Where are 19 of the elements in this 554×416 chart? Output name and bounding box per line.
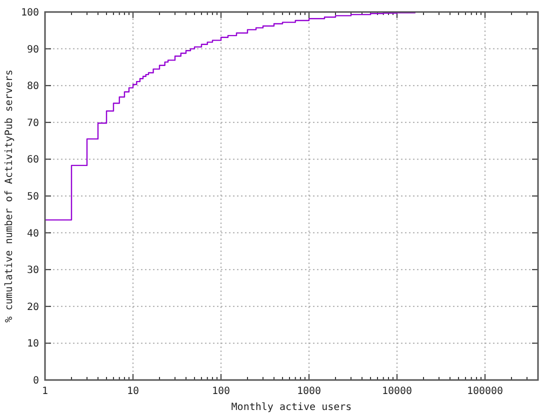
- y-tick-label: 0: [32, 376, 39, 386]
- y-tick-label: 100: [20, 8, 39, 18]
- x-tick-label: 100000: [466, 386, 504, 397]
- y-tick-label: 70: [26, 118, 39, 129]
- y-tick-label: 80: [26, 81, 39, 92]
- y-axis-title: % cumulative number of ActivityPub servers: [4, 70, 15, 322]
- y-tick-label: 30: [26, 265, 39, 276]
- y-tick-label: 60: [26, 154, 39, 166]
- y-tick-label: 50: [26, 192, 39, 202]
- x-axis-title: Monthly active users: [231, 402, 352, 413]
- x-tick-label: 1: [42, 386, 48, 397]
- y-tick-label: 20: [26, 302, 39, 313]
- y-tick-label: 10: [26, 338, 39, 350]
- y-tick-label: 90: [26, 44, 39, 56]
- y-tick-label: 40: [26, 228, 39, 240]
- x-tick-label: 10: [126, 386, 140, 397]
- x-tick-label: 1000: [296, 386, 322, 397]
- x-tick-label: 10000: [382, 386, 412, 397]
- x-tick-label: 100: [212, 386, 230, 397]
